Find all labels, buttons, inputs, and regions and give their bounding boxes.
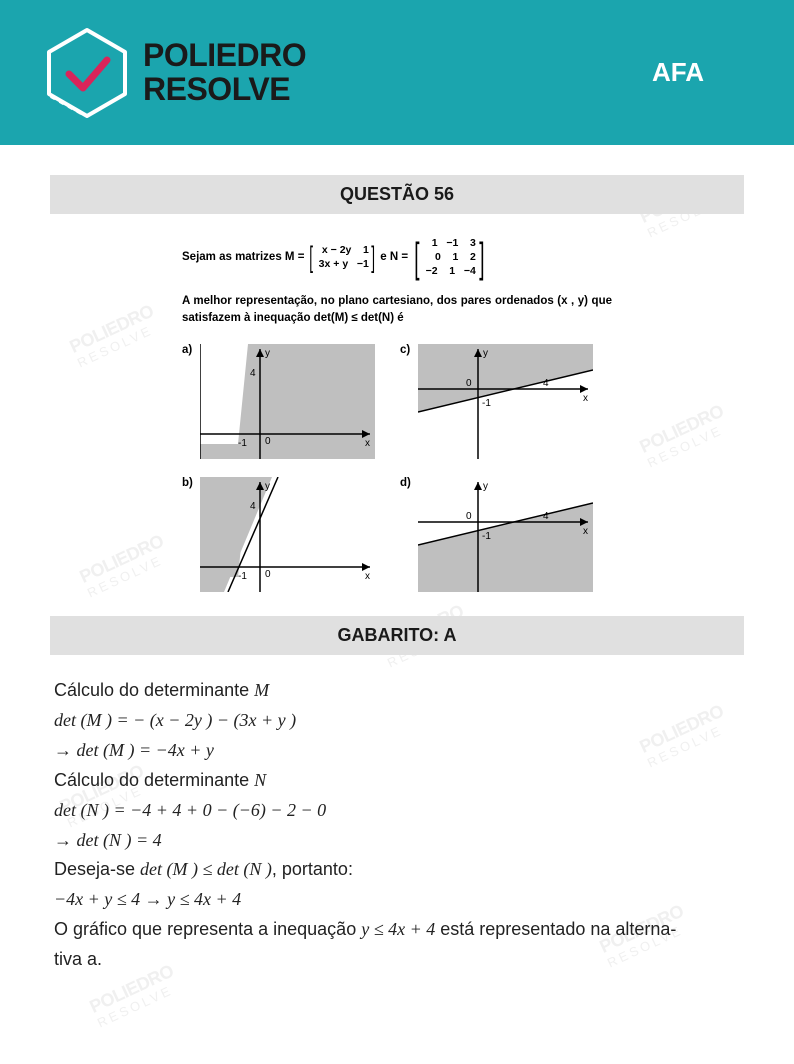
- solution-line: det (N ) = −4 + 4 + 0 − (−6) − 2 − 0: [54, 797, 740, 825]
- solution-body: Cálculo do determinante Mdet (M ) = − (x…: [50, 677, 744, 974]
- svg-text:y: y: [265, 481, 270, 492]
- intro-prefix: Sejam as matrizes M =: [182, 251, 304, 263]
- intro-mid: e N =: [380, 251, 408, 263]
- solution-line: Deseja-se det (M ) ≤ det (N ), portanto:: [54, 856, 740, 884]
- matrix-N: [ 1 −1 3 0 1 2 −2 1 −4 ]: [411, 236, 487, 279]
- svg-text:x: x: [365, 571, 370, 582]
- graph-a: 4 -1 0 x y: [200, 344, 375, 459]
- graph-d: 0 -1 4 x y: [418, 477, 593, 592]
- brand-line2: RESOLVE: [143, 73, 306, 107]
- hexagon-check-icon: [45, 26, 129, 120]
- svg-text:x: x: [583, 393, 588, 404]
- question-prompt: A melhor representação, no plano cartesi…: [182, 293, 612, 329]
- graph-b: 4 -1 0 x y: [200, 477, 375, 592]
- svg-text:-1: -1: [482, 531, 491, 542]
- solution-line: → det (N ) = 4: [54, 827, 740, 855]
- svg-text:4: 4: [250, 501, 256, 512]
- svg-text:0: 0: [466, 511, 472, 522]
- solution-line: → det (M ) = −4x + y: [54, 737, 740, 765]
- svg-text:x: x: [365, 438, 370, 449]
- matrix-definition: Sejam as matrizes M = [ x − 2y 1 3x + y …: [182, 236, 612, 279]
- svg-text:0: 0: [466, 378, 472, 389]
- option-a: a) 4 -1 0 x y: [182, 344, 382, 459]
- option-c: c) 0 -1 4 x y: [400, 344, 600, 459]
- svg-text:-1: -1: [238, 571, 247, 582]
- solution-line: O gráfico que representa a inequação y ≤…: [54, 916, 740, 944]
- matrix-M: [ x − 2y 1 3x + y −1 ]: [307, 243, 377, 271]
- answer-title: GABARITO: A: [50, 616, 744, 655]
- page-content: QUESTÃO 56 Sejam as matrizes M = [ x − 2…: [0, 145, 794, 974]
- option-d: d) 0 -1 4 x y: [400, 477, 600, 592]
- svg-text:y: y: [483, 348, 488, 359]
- svg-text:4: 4: [250, 368, 256, 379]
- options-grid: a) 4 -1 0 x y c): [182, 344, 612, 592]
- solution-line: Cálculo do determinante M: [54, 677, 740, 705]
- question-body: Sejam as matrizes M = [ x − 2y 1 3x + y …: [182, 236, 612, 592]
- svg-text:y: y: [483, 481, 488, 492]
- question-title: QUESTÃO 56: [50, 175, 744, 214]
- svg-text:4: 4: [543, 511, 549, 522]
- svg-text:0: 0: [265, 436, 271, 447]
- option-b: b) 4 -1 0 x y: [182, 477, 382, 592]
- svg-text:-1: -1: [238, 438, 247, 449]
- brand-line1: POLIEDRO: [143, 39, 306, 73]
- logo: POLIEDRO RESOLVE: [45, 26, 306, 120]
- solution-line: −4x + y ≤ 4 → y ≤ 4x + 4: [54, 886, 740, 914]
- graph-c: 0 -1 4 x y: [418, 344, 593, 459]
- exam-label: AFA: [652, 57, 704, 88]
- svg-text:0: 0: [265, 569, 271, 580]
- brand-text: POLIEDRO RESOLVE: [143, 39, 306, 106]
- solution-line: tiva a.: [54, 946, 740, 974]
- svg-text:4: 4: [543, 378, 549, 389]
- header-banner: POLIEDRO RESOLVE AFA: [0, 0, 794, 145]
- svg-text:y: y: [265, 348, 270, 359]
- svg-text:x: x: [583, 526, 588, 537]
- solution-line: Cálculo do determinante N: [54, 767, 740, 795]
- svg-text:-1: -1: [482, 398, 491, 409]
- solution-line: det (M ) = − (x − 2y ) − (3x + y ): [54, 707, 740, 735]
